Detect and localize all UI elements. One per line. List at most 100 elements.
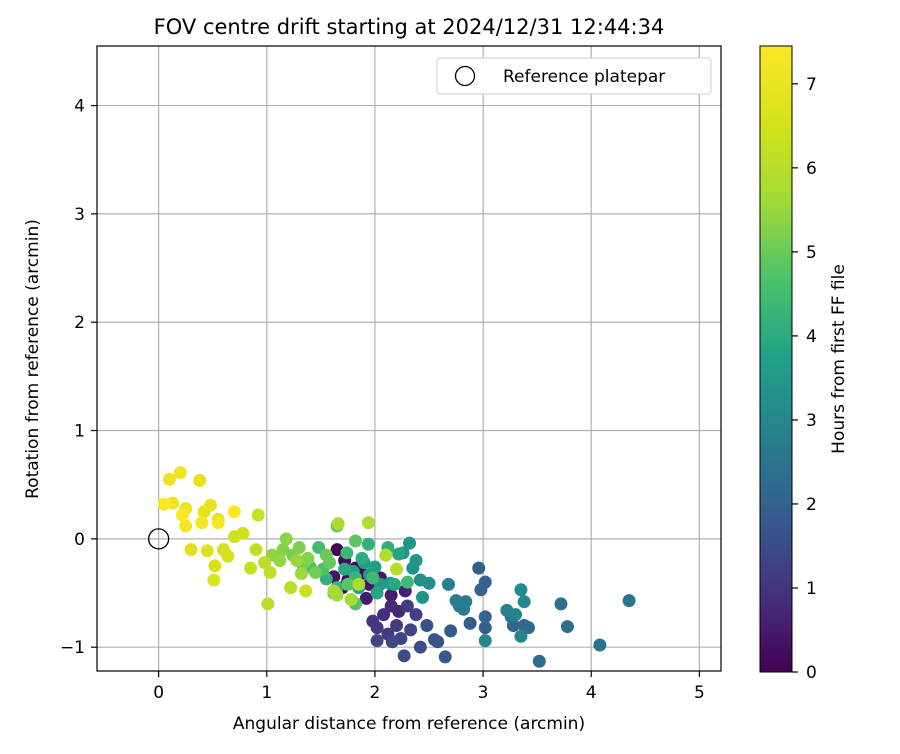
y-axis-label: Rotation from reference (arcmin): [23, 219, 43, 499]
scatter-point: [560, 620, 574, 634]
x-tick-label: 4: [586, 683, 597, 703]
scatter-point: [409, 554, 423, 568]
scatter-point: [478, 621, 492, 635]
colorbar-tick-label: 5: [806, 243, 817, 263]
scatter-point: [463, 616, 477, 630]
scatter-point: [338, 562, 352, 576]
y-tick-label: 2: [74, 313, 85, 333]
scatter-point: [359, 591, 373, 605]
scatter-point: [193, 473, 207, 487]
scatter-point: [509, 608, 523, 622]
scatter-point: [404, 623, 418, 637]
scatter-point: [416, 590, 430, 604]
scatter-point: [355, 551, 369, 565]
colorbar-ticks: 0 1 2 3 4 5 6 7: [792, 75, 817, 683]
scatter-point: [258, 556, 272, 570]
scatter-point: [517, 595, 531, 609]
points-layer: [157, 466, 636, 668]
scatter-point: [361, 537, 375, 551]
scatter-point: [593, 638, 607, 652]
x-tick-label: 0: [153, 683, 164, 703]
scatter-point: [279, 532, 293, 546]
scatter-point: [173, 466, 187, 480]
scatter-point: [532, 654, 546, 668]
scatter-point: [263, 565, 277, 579]
y-tick-label: 1: [74, 422, 85, 442]
scatter-point: [344, 593, 358, 607]
scatter-point: [195, 516, 209, 530]
scatter-point: [290, 554, 304, 568]
scatter-point: [379, 548, 393, 562]
scatter-point: [330, 588, 344, 602]
scatter-point: [413, 640, 427, 654]
scatter-point: [319, 548, 333, 562]
scatter-point: [457, 602, 471, 616]
scatter-point: [514, 583, 528, 597]
scatter-point: [472, 561, 486, 575]
scatter-point: [390, 562, 404, 576]
colorbar: 0 1 2 3 4 5 6 7 Hours from first FF file: [759, 45, 849, 683]
x-tick-label: 3: [478, 683, 489, 703]
legend: Reference platepar: [436, 57, 712, 95]
y-axis-ticks: −1 0 1 2 3 4: [60, 97, 97, 658]
x-tick-label: 1: [261, 683, 272, 703]
scatter-point: [400, 599, 414, 613]
y-tick-label: 4: [74, 97, 85, 117]
scatter-point: [162, 472, 176, 486]
y-tick-label: −1: [60, 638, 85, 658]
scatter-point: [474, 583, 488, 597]
scatter-point: [397, 649, 411, 663]
scatter-point: [368, 560, 382, 574]
scatter-point: [273, 554, 287, 568]
scatter-point: [301, 551, 315, 565]
scatter-point: [294, 567, 308, 581]
scatter-point: [284, 581, 298, 595]
colorbar-gradient: [759, 45, 793, 673]
scatter-point: [438, 650, 452, 664]
x-tick-label: 5: [694, 683, 705, 703]
scatter-point: [444, 624, 458, 638]
scatter-point: [276, 543, 290, 557]
scatter-point: [341, 577, 355, 591]
x-axis-label: Angular distance from reference (arcmin): [233, 714, 585, 734]
scatter-point: [179, 519, 193, 533]
legend-box: [436, 57, 712, 95]
scatter-point: [352, 577, 366, 591]
scatter-point: [244, 561, 258, 575]
colorbar-tick-label: 2: [806, 495, 817, 515]
scatter-point: [514, 629, 528, 643]
scatter-point: [420, 619, 434, 633]
colorbar-tick-label: 4: [806, 327, 817, 347]
scatter-point: [403, 536, 417, 550]
scatter-point: [340, 546, 354, 560]
scatter-point: [478, 610, 492, 624]
colorbar-tick-label: 1: [806, 579, 817, 599]
scatter-point: [331, 517, 345, 531]
reference-platepar-marker: [147, 528, 170, 550]
scatter-point: [478, 634, 492, 648]
plot-frame: [96, 45, 722, 672]
scatter-point: [370, 634, 384, 648]
scatter-point: [413, 573, 427, 587]
scatter-point: [184, 543, 198, 557]
scatter-point: [208, 559, 222, 573]
scatter-point: [366, 571, 380, 585]
scatter-point: [292, 541, 306, 555]
colorbar-tick-label: 7: [806, 75, 817, 95]
scatter-point: [221, 549, 235, 563]
scatter-point: [236, 526, 250, 540]
colorbar-label: Hours from first FF file: [829, 264, 849, 454]
scatter-point: [385, 635, 399, 649]
scatter-point: [390, 619, 404, 633]
scatter-point: [200, 544, 214, 558]
grid-lines: [97, 46, 721, 671]
scatter-point: [361, 516, 375, 530]
scatter-point: [211, 516, 225, 530]
colorbar-tick-label: 6: [806, 159, 817, 179]
scatter-point: [409, 608, 423, 622]
scatter-point: [299, 584, 313, 598]
scatter-point: [522, 621, 536, 635]
scatter-point: [370, 586, 384, 600]
y-tick-label: 3: [74, 205, 85, 225]
scatter-point: [227, 505, 241, 519]
